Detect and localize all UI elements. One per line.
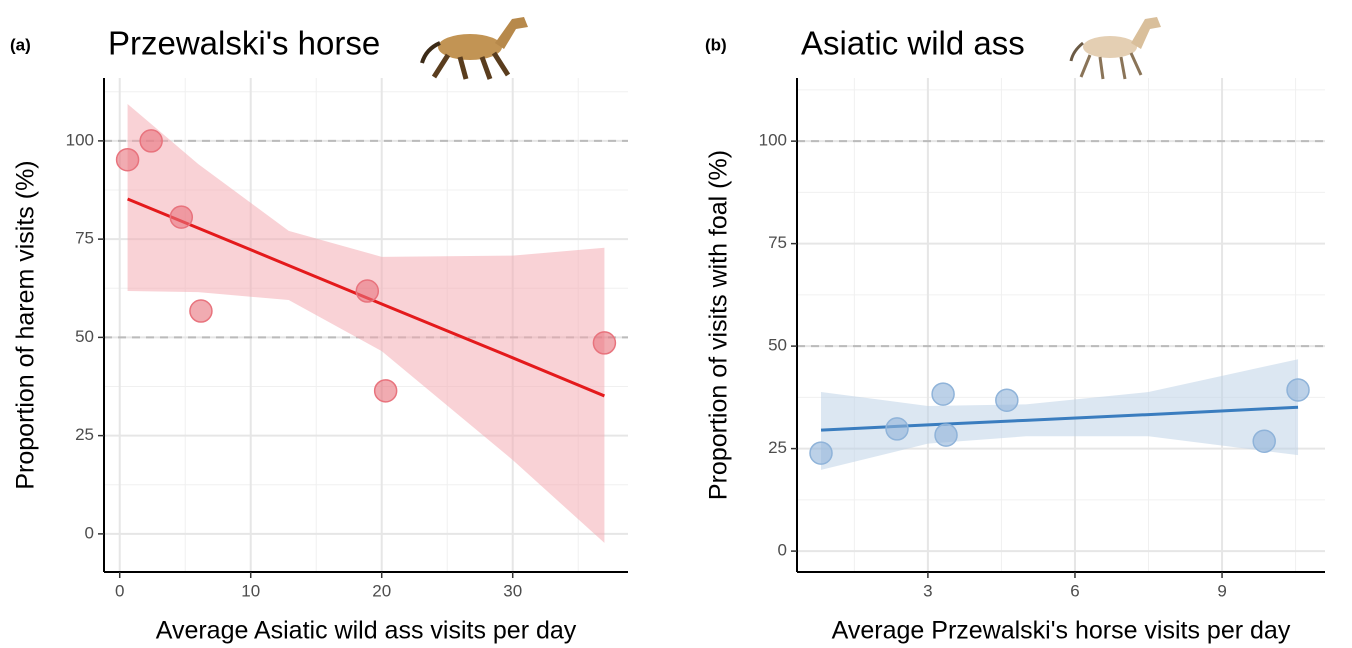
data-point: [810, 442, 832, 464]
y-tick-label: 25: [75, 425, 94, 444]
x-tick-label: 9: [1217, 581, 1226, 600]
chart-title: Przewalski's horse: [108, 25, 380, 62]
x-tick-label: 30: [503, 581, 522, 600]
y-tick-label: 25: [768, 438, 787, 457]
data-point: [375, 380, 397, 402]
horse-icon: [422, 17, 528, 79]
data-point: [140, 130, 162, 152]
data-point: [996, 389, 1018, 411]
confidence-band: [821, 359, 1298, 470]
y-tick-label: 50: [75, 327, 94, 346]
x-tick-label: 20: [372, 581, 391, 600]
data-point: [356, 280, 378, 302]
y-tick-label: 100: [759, 131, 787, 150]
panel-label: (b): [705, 35, 727, 54]
y-tick-label: 100: [66, 130, 94, 149]
y-tick-label: 0: [85, 523, 94, 542]
figure: 01020300255075100Average Asiatic wild as…: [0, 0, 1352, 648]
data-point: [1287, 379, 1309, 401]
data-point: [593, 332, 615, 354]
y-tick-label: 0: [778, 541, 787, 560]
data-point: [886, 418, 908, 440]
x-tick-label: 3: [923, 581, 932, 600]
x-tick-label: 0: [115, 581, 124, 600]
x-tick-label: 10: [241, 581, 260, 600]
chart-title: Asiatic wild ass: [801, 25, 1025, 62]
data-point: [935, 424, 957, 446]
x-tick-label: 6: [1070, 581, 1079, 600]
ass-icon: [1071, 17, 1161, 79]
y-tick-label: 75: [75, 229, 94, 248]
data-point: [117, 149, 139, 171]
x-axis-title: Average Przewalski's horse visits per da…: [832, 617, 1291, 645]
x-axis-title: Average Asiatic wild ass visits per day: [156, 617, 577, 645]
data-point: [170, 206, 192, 228]
data-point: [190, 300, 212, 322]
y-axis-title: Proportion of harem visits (%): [12, 160, 40, 489]
data-point: [932, 383, 954, 405]
panel-label: (a): [10, 35, 31, 54]
y-axis-title: Proportion of visits with foal (%): [705, 150, 733, 500]
data-point: [1253, 430, 1275, 452]
y-tick-label: 75: [768, 233, 787, 252]
confidence-band: [128, 104, 605, 543]
y-tick-label: 50: [768, 336, 787, 355]
